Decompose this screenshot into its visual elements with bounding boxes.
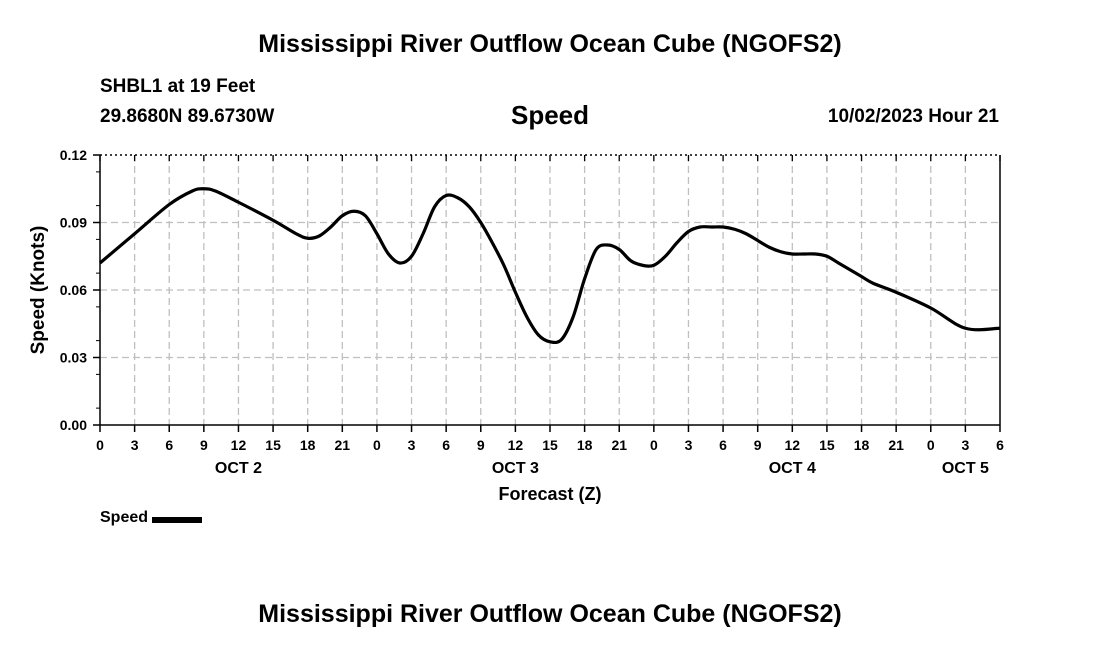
y-tick-label: 0.09 (60, 215, 87, 231)
x-tick-label: 9 (477, 437, 485, 453)
legend-label: Speed (100, 509, 149, 526)
x-tick-label: 18 (300, 437, 316, 453)
legend-line-swatch (152, 517, 203, 523)
forecast-datetime: 10/02/2023 Hour 21 (827, 106, 999, 127)
x-tick-label: 3 (131, 437, 139, 453)
x-tick-label: 12 (785, 437, 801, 453)
x-tick-label: 3 (408, 437, 416, 453)
x-tick-label: 15 (542, 437, 558, 453)
x-tick-label: 0 (373, 437, 381, 453)
x-tick-label: 15 (265, 437, 281, 453)
x-tick-label: 3 (961, 437, 969, 453)
chart-variable-title: Speed (510, 100, 590, 130)
x-date-label: OCT 3 (492, 460, 539, 477)
chart-title: Mississippi River Outflow Ocean Cube (NG… (258, 30, 842, 58)
series-line-speed (98, 187, 1001, 345)
x-tick-label: 0 (96, 437, 104, 453)
footer-title: Mississippi River Outflow Ocean Cube (NG… (258, 600, 842, 628)
x-tick-label: 12 (508, 437, 524, 453)
y-tick-label: 0.03 (60, 350, 87, 366)
x-tick-label: 6 (996, 437, 1004, 453)
x-tick-label: 3 (685, 437, 693, 453)
x-tick-label: 21 (611, 437, 627, 453)
x-date-label: OCT 5 (942, 460, 989, 477)
x-tick-label: 18 (854, 437, 870, 453)
x-tick-label: 18 (577, 437, 593, 453)
x-tick-label: 21 (335, 437, 351, 453)
y-tick-label: 0.12 (60, 147, 87, 163)
x-axis-title: Forecast (Z) (498, 484, 601, 504)
y-tick-label: 0.00 (60, 417, 87, 433)
x-tick-label: 15 (819, 437, 835, 453)
x-tick-label: 9 (200, 437, 208, 453)
x-date-label: OCT 2 (215, 460, 262, 477)
x-tick-label: 6 (442, 437, 450, 453)
x-tick-label: 12 (231, 437, 247, 453)
x-tick-label: 0 (650, 437, 658, 453)
legend: Speed (100, 509, 203, 527)
x-tick-label: 9 (754, 437, 762, 453)
x-date-label: OCT 4 (769, 460, 816, 477)
y-tick-label: 0.06 (60, 282, 87, 298)
y-axis-title: Speed (Knots) (28, 226, 49, 355)
station-label: SHBL1 at 19 Feet (100, 76, 256, 97)
x-tick-label: 6 (165, 437, 173, 453)
x-tick-label: 6 (719, 437, 727, 453)
x-tick-label: 0 (927, 437, 935, 453)
x-tick-label: 21 (888, 437, 904, 453)
station-coordinates: 29.8680N 89.6730W (100, 106, 275, 127)
